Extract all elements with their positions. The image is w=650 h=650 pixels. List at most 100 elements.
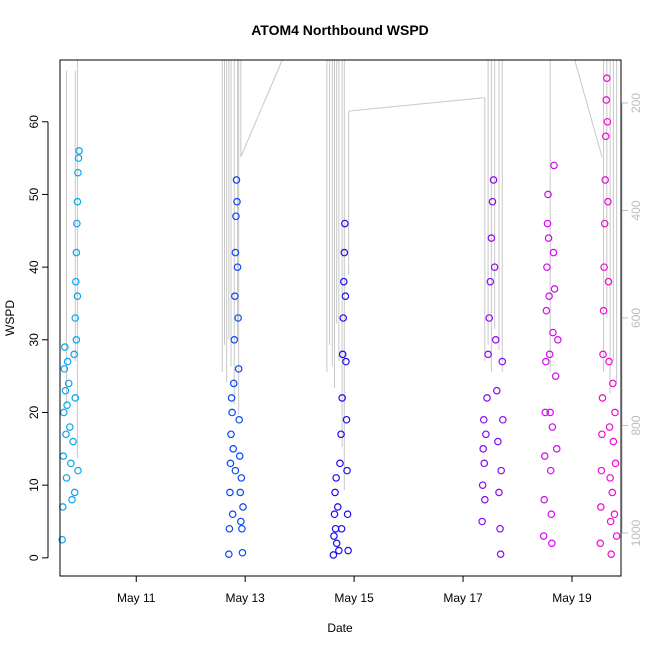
y-axis-label: WSPD xyxy=(3,300,17,336)
point-s3-14 xyxy=(490,263,499,271)
point-s1-27 xyxy=(228,510,237,519)
point-s5-0 xyxy=(596,539,605,548)
point-s0-3 xyxy=(60,408,68,417)
point-s1-7 xyxy=(229,445,238,453)
point-s2-12 xyxy=(338,350,347,359)
point-s4-9 xyxy=(544,234,553,242)
point-s2-2 xyxy=(330,510,339,519)
point-s5-23 xyxy=(610,510,619,519)
point-s0-2 xyxy=(59,452,68,460)
point-s4-7 xyxy=(543,219,552,228)
point-s1-2 xyxy=(226,488,234,497)
point-s2-16 xyxy=(341,219,349,228)
point-s0-8 xyxy=(62,474,71,482)
point-s1-14 xyxy=(233,197,241,206)
point-s5-1 xyxy=(597,503,605,511)
point-s0-21 xyxy=(73,197,82,206)
point-s0-4 xyxy=(60,365,69,373)
point-s1-18 xyxy=(235,415,243,424)
point-s2-0 xyxy=(329,551,338,559)
point-s0-20 xyxy=(73,219,81,228)
point-s1-15 xyxy=(233,263,242,271)
x-axis: May 11 May 13 May 15 May 17 May 19 xyxy=(117,576,592,605)
point-s2-15 xyxy=(340,248,349,257)
point-s5-17 xyxy=(605,423,614,431)
point-s4-17 xyxy=(549,328,557,337)
point-s0-27 xyxy=(71,394,80,402)
point-s1-26 xyxy=(231,466,240,475)
point-s3-10 xyxy=(486,277,495,286)
point-s4-4 xyxy=(542,357,550,366)
point-s3-2 xyxy=(479,445,488,453)
point-s2-7 xyxy=(333,503,342,511)
point-s0-9 xyxy=(63,401,71,410)
point-s1-13 xyxy=(232,176,241,184)
point-s3-23 xyxy=(499,415,507,424)
point-s5-9 xyxy=(601,176,610,184)
point-s3-12 xyxy=(488,197,497,206)
point-s5-5 xyxy=(599,350,607,359)
point-s4-12 xyxy=(546,408,554,417)
point-s5-20 xyxy=(607,550,615,558)
plot-frame xyxy=(59,59,622,577)
point-s4-11 xyxy=(545,350,554,359)
point-s0-19 xyxy=(72,248,81,257)
overlay-segment-13 xyxy=(240,59,283,157)
point-s4-15 xyxy=(548,539,556,548)
overlay-segment-31 xyxy=(574,59,603,157)
point-s0-5 xyxy=(61,343,69,351)
point-s2-19 xyxy=(342,415,351,424)
x-axis-label: Date xyxy=(327,621,353,635)
point-s5-14 xyxy=(604,197,612,206)
point-s5-2 xyxy=(597,466,606,475)
point-s1-3 xyxy=(226,459,235,468)
x-tick-label-2: May 15 xyxy=(334,591,374,605)
point-s1-12 xyxy=(232,212,240,221)
point-s1-6 xyxy=(228,408,236,417)
point-s3-4 xyxy=(480,459,489,468)
point-s3-1 xyxy=(478,481,487,489)
point-s3-20 xyxy=(496,550,505,558)
point-s2-8 xyxy=(335,546,343,555)
point-s4-0 xyxy=(539,532,548,540)
point-s0-29 xyxy=(74,466,82,475)
data-points xyxy=(58,74,621,559)
point-s5-8 xyxy=(600,219,609,228)
point-s2-6 xyxy=(332,539,341,548)
point-s4-14 xyxy=(547,510,556,519)
point-s3-22 xyxy=(498,357,507,366)
x-tick-label-4: May 19 xyxy=(552,591,592,605)
point-s5-16 xyxy=(605,357,613,366)
point-s3-8 xyxy=(484,350,492,359)
point-s2-23 xyxy=(337,524,346,533)
point-s0-11 xyxy=(64,379,73,388)
point-s5-11 xyxy=(602,96,611,104)
point-s4-18 xyxy=(549,248,558,257)
point-s5-7 xyxy=(600,263,608,271)
y-tick-label-4: 40 xyxy=(27,260,41,274)
y-tick-label-1: 10 xyxy=(27,478,41,492)
right-y-axis: 200 400 600 800 1000 xyxy=(621,93,643,546)
point-s1-20 xyxy=(236,488,245,497)
point-s3-21 xyxy=(497,466,505,475)
point-s0-28 xyxy=(70,488,79,497)
point-s3-11 xyxy=(487,234,496,242)
point-s0-0 xyxy=(58,535,66,544)
point-s3-18 xyxy=(495,488,503,497)
point-s1-21 xyxy=(237,517,245,526)
point-s4-21 xyxy=(551,372,560,380)
point-s4-2 xyxy=(540,452,549,460)
point-s4-20 xyxy=(550,285,559,293)
point-s1-16 xyxy=(234,314,242,322)
point-s1-1 xyxy=(225,524,234,533)
right-y-tick-label-1: 400 xyxy=(629,200,643,220)
point-s2-14 xyxy=(339,277,348,286)
point-s5-3 xyxy=(598,430,606,439)
point-s3-7 xyxy=(483,394,491,402)
point-s1-17 xyxy=(234,365,243,373)
point-s0-18 xyxy=(71,277,80,286)
point-s4-13 xyxy=(546,466,555,475)
point-s3-5 xyxy=(481,495,489,504)
point-s0-7 xyxy=(62,430,70,439)
